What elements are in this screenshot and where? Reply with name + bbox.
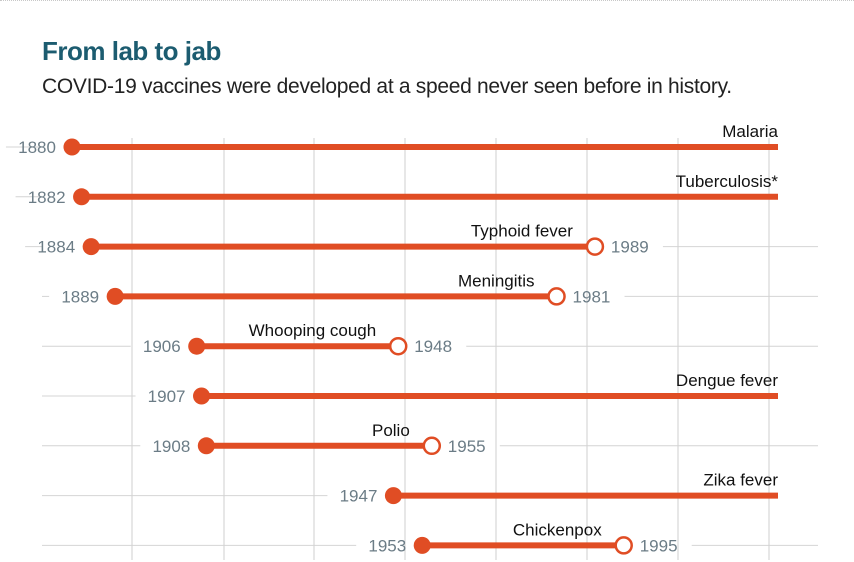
- start-dot: [193, 387, 211, 405]
- start-dot: [384, 487, 402, 505]
- row-whooping-cough: 1906 1948 Whooping cough: [42, 321, 818, 356]
- end-dot: [422, 436, 442, 456]
- start-dot: [63, 138, 81, 156]
- start-dot: [413, 536, 431, 554]
- end-year-label: 1981: [573, 287, 611, 306]
- disease-label: Tuberculosis*: [676, 172, 779, 191]
- row-dengue-fever: 1907 Dengue fever: [42, 371, 778, 406]
- start-year-label: 1889: [61, 287, 99, 306]
- start-year-label: 1880: [18, 138, 56, 157]
- start-year-label: 1906: [143, 337, 181, 356]
- rows-layer: 1880 Malaria 1882 Tuberculosis* 1884 1989 Typh…: [5, 122, 818, 555]
- disease-label: Meningitis: [458, 271, 535, 290]
- top-rule: [0, 0, 854, 1]
- row-tuberculosis: 1882 Tuberculosis*: [15, 172, 779, 207]
- end-year-label: 1948: [414, 337, 452, 356]
- end-dot: [585, 237, 605, 256]
- row-typhoid-fever: 1884 1989 Typhoid fever: [25, 222, 818, 257]
- start-year-label: 1882: [28, 188, 66, 207]
- chart-title: From lab to jab: [42, 36, 221, 66]
- disease-label: Zika fever: [703, 471, 778, 490]
- start-year-label: 1907: [148, 387, 186, 406]
- start-year-label: 1953: [368, 536, 406, 555]
- end-dot: [547, 287, 566, 306]
- chart-subtitle: COVID-19 vaccines were developed at a sp…: [42, 75, 732, 98]
- row-zika-fever: 1947 Zika fever: [42, 471, 778, 506]
- end-dot: [614, 536, 633, 555]
- end-dot: [388, 336, 408, 356]
- disease-label: Malaria: [722, 122, 778, 141]
- row-polio: 1908 1955 Polio: [42, 421, 818, 456]
- end-year-label: 1955: [448, 437, 486, 456]
- disease-label: Dengue fever: [676, 371, 778, 390]
- start-year-label: 1947: [340, 487, 378, 506]
- row-meningitis: 1889 1981 Meningitis: [42, 271, 818, 306]
- start-dot: [197, 437, 215, 455]
- row-chickenpox: 1953 1995 Chickenpox: [42, 520, 818, 555]
- end-year-label: 1989: [611, 238, 649, 257]
- start-dot: [188, 337, 206, 355]
- disease-label: Chickenpox: [513, 520, 602, 539]
- end-year-label: 1995: [640, 536, 678, 555]
- row-malaria: 1880 Malaria: [5, 122, 779, 157]
- start-year-label: 1908: [152, 437, 190, 456]
- start-dot: [82, 238, 100, 256]
- start-dot: [73, 188, 91, 206]
- disease-label: Typhoid fever: [471, 222, 573, 241]
- start-year-label: 1884: [37, 238, 75, 257]
- start-dot: [106, 287, 124, 305]
- disease-label: Whooping cough: [249, 321, 377, 340]
- disease-label: Polio: [372, 421, 410, 440]
